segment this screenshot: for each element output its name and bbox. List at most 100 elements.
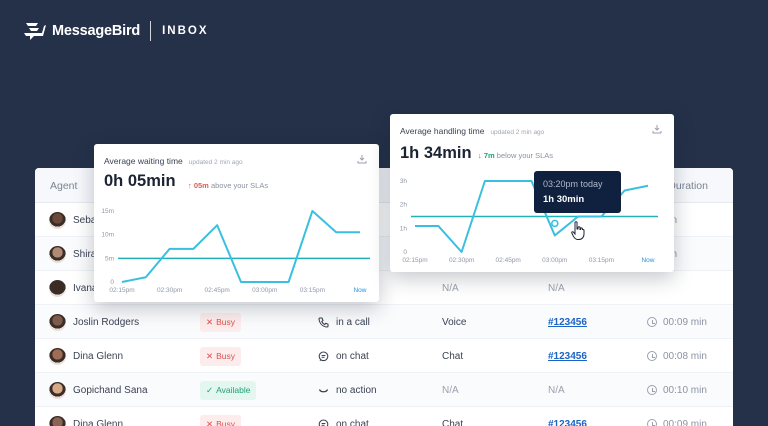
status-badge: ✓ Available bbox=[200, 380, 257, 400]
agent-name: Dina Glenn bbox=[73, 418, 124, 426]
clock-icon bbox=[647, 419, 657, 426]
agent-name: Dina Glenn bbox=[73, 350, 124, 362]
smile-icon bbox=[317, 384, 329, 396]
y-tick-label: 5m bbox=[105, 255, 114, 262]
status-cell: ✓ Available bbox=[200, 373, 257, 407]
status-label: Busy bbox=[216, 317, 236, 327]
agent-cell: Gopichand Sana bbox=[49, 373, 148, 407]
y-tick-label: 3h bbox=[400, 178, 408, 185]
agent-cell: Dina Glenn bbox=[49, 339, 123, 373]
tooltip-value: 1h 30min bbox=[543, 194, 585, 205]
duration-value: 00:09 min bbox=[663, 316, 707, 328]
channel-cell: N/A bbox=[442, 384, 459, 396]
x-tick-label: 02:15pm bbox=[402, 257, 427, 264]
status-cell: ✕ Busy bbox=[200, 305, 242, 339]
card-title-wrap: Average waiting time updated 2 min ago bbox=[104, 156, 243, 166]
table-row[interactable]: Joslin Rodgers ✕ Busy in a call Voice #123456… bbox=[35, 305, 733, 339]
ticket-cell: #123456 bbox=[548, 305, 587, 339]
agent-cell: Joslin Rodgers bbox=[49, 305, 139, 339]
agent-name: Shira bbox=[73, 248, 97, 260]
card-title-wrap: Average handling time updated 2 min ago bbox=[400, 126, 544, 136]
table-row[interactable]: Ivana N/A N/A bbox=[35, 271, 733, 305]
clock-icon bbox=[647, 351, 657, 361]
channel-cell: N/A bbox=[442, 282, 459, 294]
waiting-card-updated: updated 2 min ago bbox=[188, 159, 243, 166]
waiting-card-delta: ↑ 05m above your SLAs bbox=[188, 181, 268, 190]
column-header-duration[interactable]: Duration bbox=[668, 180, 708, 192]
waiting-time-card: Average waiting time updated 2 min ago 0h… bbox=[94, 144, 379, 302]
activity-cell: on chat bbox=[317, 407, 369, 426]
x-tick-label: Now bbox=[353, 287, 366, 294]
table-row[interactable]: Dina Glenn ✕ Busy on chat Chat #123456 00:09 m… bbox=[35, 407, 733, 426]
waiting-time-chart: 0 5m 10m 15m 02:15pm 02:30pm 02:45pm 03:00pm 03:… bbox=[101, 208, 370, 294]
handling-delta-value: ↓ 7m bbox=[478, 151, 495, 160]
check-icon: ✓ bbox=[206, 384, 214, 395]
agent-name: Seba bbox=[73, 214, 97, 226]
handling-delta-text: below your SLAs bbox=[496, 151, 554, 160]
tooltip-time: 03:20pm today bbox=[543, 179, 603, 189]
handling-card-updated: updated 2 min ago bbox=[490, 129, 545, 136]
table-row[interactable]: Gopichand Sana ✓ Available no action N/A N/A 0… bbox=[35, 373, 733, 407]
status-label: Busy bbox=[216, 419, 236, 426]
x-tick-label: 02:30pm bbox=[157, 287, 182, 294]
agent-cell: Ivana bbox=[49, 271, 97, 305]
duration-value: 00:09 min bbox=[663, 418, 707, 426]
avatar bbox=[49, 279, 66, 297]
duration-cell: 00:09 min bbox=[647, 305, 707, 339]
ticket-link[interactable]: #123456 bbox=[548, 316, 587, 328]
series-line bbox=[121, 210, 360, 283]
activity-cell: no action bbox=[317, 373, 377, 407]
handling-time-card: Average handling time updated 2 min ago 1… bbox=[390, 114, 674, 272]
y-tick-label: 0 bbox=[403, 249, 407, 256]
x-icon: ✕ bbox=[206, 316, 214, 327]
y-tick-label: 10m bbox=[101, 232, 114, 239]
agent-name: Gopichand Sana bbox=[73, 384, 148, 396]
agent-name: Ivana bbox=[73, 282, 98, 294]
ticket-cell: N/A bbox=[548, 384, 565, 396]
status-badge: ✕ Busy bbox=[200, 312, 242, 332]
status-badge: ✕ Busy bbox=[200, 414, 242, 426]
column-header-agent[interactable]: Agent bbox=[50, 180, 78, 192]
waiting-card-value: 0h 05min bbox=[104, 172, 176, 190]
handling-time-chart: 0 1h 2h 3h 02:15pm 02:30pm 02:45pm 03:00pm 03:15… bbox=[400, 178, 658, 264]
highlighted-point[interactable] bbox=[551, 219, 559, 228]
channel-cell: Voice bbox=[442, 316, 467, 328]
product-name: INBOX bbox=[162, 25, 209, 37]
avatar bbox=[49, 381, 66, 399]
avatar bbox=[49, 347, 66, 365]
x-tick-label: 03:15pm bbox=[300, 287, 325, 294]
activity-label: no action bbox=[336, 384, 377, 396]
agent-cell: Seba bbox=[49, 203, 96, 237]
agent-cell: Dina Glenn bbox=[49, 407, 123, 426]
x-tick-label: 03:15pm bbox=[589, 257, 614, 264]
y-tick-label: 15m bbox=[101, 208, 114, 215]
channel-cell: Chat bbox=[442, 350, 464, 362]
ticket-link[interactable]: #123456 bbox=[548, 418, 587, 426]
handling-card-delta: ↓ 7m below your SLAs bbox=[478, 151, 553, 160]
brand-divider bbox=[150, 21, 152, 41]
clock-icon bbox=[647, 317, 657, 327]
duration-cell: 00:09 min bbox=[647, 407, 707, 426]
status-label: Busy bbox=[216, 351, 236, 361]
clock-icon bbox=[647, 385, 657, 395]
x-icon: ✕ bbox=[206, 418, 214, 426]
download-icon[interactable] bbox=[652, 124, 662, 134]
handling-card-title: Average handling time bbox=[400, 126, 485, 136]
ticket-link[interactable]: #123456 bbox=[548, 350, 587, 362]
x-tick-label: Now bbox=[641, 257, 654, 264]
status-cell: ✕ Busy bbox=[200, 407, 242, 426]
table-row[interactable]: Dina Glenn ✕ Busy on chat Chat #123456 00:08 m… bbox=[35, 339, 733, 373]
agent-name: Joslin Rodgers bbox=[73, 316, 140, 328]
status-label: Available bbox=[216, 385, 251, 395]
download-icon[interactable] bbox=[357, 154, 367, 164]
chat-bubble-icon bbox=[317, 418, 329, 426]
status-cell: ✕ Busy bbox=[200, 339, 242, 373]
x-tick-label: 02:30pm bbox=[449, 257, 474, 264]
activity-label: on chat bbox=[336, 350, 369, 362]
avatar bbox=[49, 313, 66, 331]
avatar bbox=[49, 415, 66, 426]
activity-label: on chat bbox=[336, 418, 369, 426]
brand-name: MessageBird bbox=[52, 23, 141, 39]
hand-cursor-icon bbox=[571, 221, 585, 240]
x-tick-label: 02:45pm bbox=[205, 287, 230, 294]
